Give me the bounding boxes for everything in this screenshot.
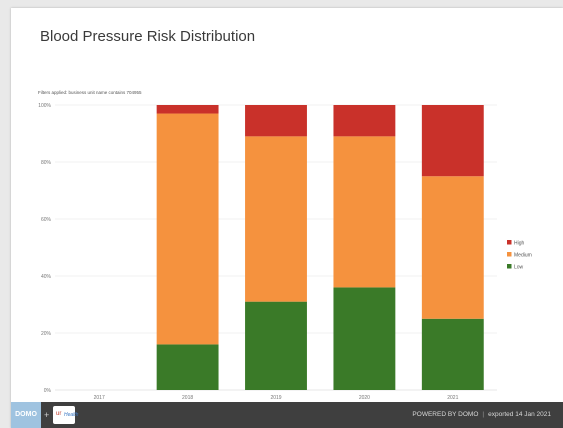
partner-logo-sub: Health xyxy=(64,412,79,418)
bar-segment-low xyxy=(245,301,307,390)
legend-swatch-medium xyxy=(507,252,512,257)
y-tick-label: 80% xyxy=(41,160,52,166)
bar-segment-high xyxy=(156,105,219,114)
bar-segment-low xyxy=(333,287,396,390)
report-page: Blood Pressure Risk Distribution Filters… xyxy=(11,8,563,428)
bar-segment-medium xyxy=(421,176,484,319)
bar-segment-low xyxy=(156,344,219,390)
y-tick-label: 60% xyxy=(41,217,52,223)
partner-logo-mark: ur xyxy=(56,411,62,417)
bar-segment-high xyxy=(333,105,396,137)
y-tick-label: 40% xyxy=(41,274,52,280)
filter-note: Filters applied: business unit name cont… xyxy=(38,90,142,95)
bar-segment-medium xyxy=(333,136,396,288)
footer-export-info: POWERED BY DOMO | exported 14 Jan 2021 xyxy=(412,402,551,428)
x-tick-label: 2018 xyxy=(182,395,193,401)
x-tick-label: 2017 xyxy=(94,395,105,401)
bar-segment-high xyxy=(421,105,484,177)
legend-label-low: Low xyxy=(514,265,524,271)
chart-title: Blood Pressure Risk Distribution xyxy=(40,28,256,45)
domo-logo: DOMO xyxy=(11,402,41,428)
legend-label-medium: Medium xyxy=(514,253,532,259)
legend-label-high: High xyxy=(514,241,525,247)
partner-logo: ur Health xyxy=(53,406,79,424)
powered-by-text: POWERED BY DOMO xyxy=(412,411,479,418)
plus-sign: + xyxy=(44,410,50,420)
stacked-bar-chart: 0% 20% 40% 60% 80% 100% 2017 2018 2019 2020 2021 Hi… xyxy=(38,103,532,401)
legend-swatch-high xyxy=(507,240,512,245)
bar-segment-medium xyxy=(245,136,307,302)
legend-swatch-low xyxy=(507,264,512,269)
y-tick-label: 20% xyxy=(41,331,52,337)
footer-bar: DOMO + ur Health POWERED BY DOMO | exporte… xyxy=(11,402,563,428)
x-tick-label: 2021 xyxy=(447,395,458,401)
y-tick-label: 100% xyxy=(38,103,51,109)
bar-segment-medium xyxy=(156,113,219,345)
bar-segment-low xyxy=(421,318,484,390)
export-date: exported 14 Jan 2021 xyxy=(488,411,551,418)
bar-segment-high xyxy=(245,105,307,137)
x-tick-label: 2019 xyxy=(270,395,281,401)
footer-separator: | xyxy=(482,411,485,418)
y-tick-label: 0% xyxy=(44,388,52,394)
x-tick-label: 2020 xyxy=(359,395,370,401)
